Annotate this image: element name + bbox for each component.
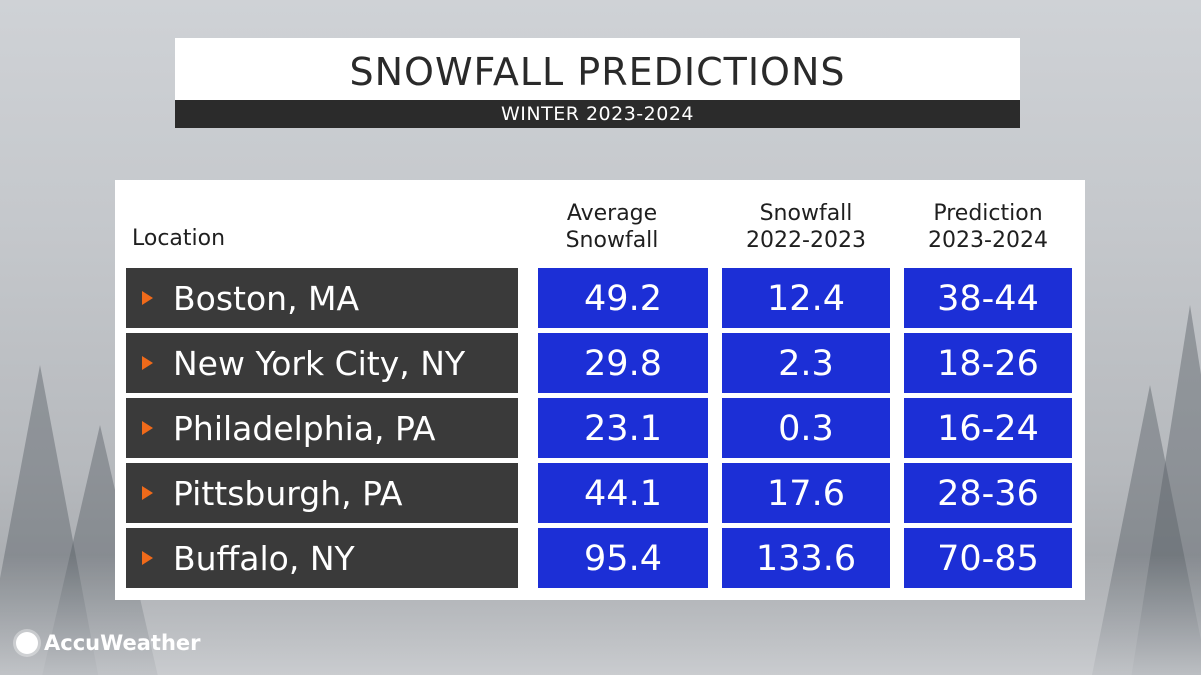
column-header-average-line2: Snowfall <box>565 228 659 253</box>
location-cell: Boston, MA <box>126 268 518 328</box>
column-header-average: Average Snowfall <box>527 200 697 254</box>
average-snowfall-value: 23.1 <box>538 398 708 458</box>
location-name: New York City, NY <box>173 344 466 383</box>
snowfall-table: Location Average Snowfall Snowfall 2022-… <box>115 180 1085 600</box>
arrow-right-icon <box>142 486 153 500</box>
prediction-value: 38-44 <box>904 268 1072 328</box>
table-row: Philadelphia, PA 23.1 0.3 16-24 <box>126 398 1076 458</box>
table-row: Pittsburgh, PA 44.1 17.6 28-36 <box>126 463 1076 523</box>
location-name: Buffalo, NY <box>173 539 355 578</box>
brand-name: AccuWeather <box>44 631 201 655</box>
column-header-average-line1: Average <box>566 201 658 226</box>
arrow-right-icon <box>142 421 153 435</box>
column-header-last-season-line2: 2022-2023 <box>746 228 866 253</box>
page-subtitle: WINTER 2023-2024 <box>175 100 1020 128</box>
average-snowfall-value: 49.2 <box>538 268 708 328</box>
sun-icon <box>16 632 38 654</box>
location-name: Boston, MA <box>173 279 360 318</box>
column-header-location: Location <box>132 225 225 252</box>
title-top-rule <box>175 38 1020 42</box>
column-header-prediction: Prediction 2023-2024 <box>904 200 1072 254</box>
last-season-snowfall-value: 2.3 <box>722 333 890 393</box>
table-row: Boston, MA 49.2 12.4 38-44 <box>126 268 1076 328</box>
location-name: Philadelphia, PA <box>173 409 436 448</box>
last-season-snowfall-value: 133.6 <box>722 528 890 588</box>
column-header-location-text: Location <box>132 226 226 251</box>
title-block: SNOWFALL PREDICTIONS WINTER 2023-2024 <box>175 38 1020 128</box>
prediction-value: 16-24 <box>904 398 1072 458</box>
prediction-value: 18-26 <box>904 333 1072 393</box>
average-snowfall-value: 44.1 <box>538 463 708 523</box>
column-header-last-season-line1: Snowfall <box>759 201 853 226</box>
location-cell: Pittsburgh, PA <box>126 463 518 523</box>
table-row: Buffalo, NY 95.4 133.6 70-85 <box>126 528 1076 588</box>
prediction-value: 70-85 <box>904 528 1072 588</box>
average-snowfall-value: 29.8 <box>538 333 708 393</box>
column-header-prediction-line2: 2023-2024 <box>928 228 1048 253</box>
last-season-snowfall-value: 17.6 <box>722 463 890 523</box>
brand-logo: AccuWeather <box>16 628 201 658</box>
last-season-snowfall-value: 12.4 <box>722 268 890 328</box>
location-name: Pittsburgh, PA <box>173 474 403 513</box>
table-row: New York City, NY 29.8 2.3 18-26 <box>126 333 1076 393</box>
location-cell: Buffalo, NY <box>126 528 518 588</box>
arrow-right-icon <box>142 291 153 305</box>
prediction-value: 28-36 <box>904 463 1072 523</box>
arrow-right-icon <box>142 551 153 565</box>
last-season-snowfall-value: 0.3 <box>722 398 890 458</box>
column-header-prediction-line1: Prediction <box>933 201 1043 226</box>
column-header-last-season: Snowfall 2022-2023 <box>722 200 890 254</box>
arrow-right-icon <box>142 356 153 370</box>
page-title: SNOWFALL PREDICTIONS <box>175 42 1020 100</box>
location-cell: New York City, NY <box>126 333 518 393</box>
location-cell: Philadelphia, PA <box>126 398 518 458</box>
average-snowfall-value: 95.4 <box>538 528 708 588</box>
